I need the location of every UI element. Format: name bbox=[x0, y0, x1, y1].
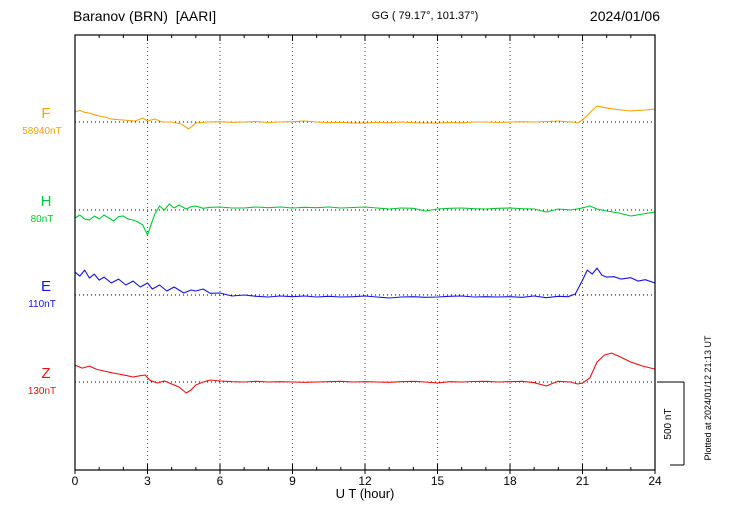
component-baseline-value-F: 58940nT bbox=[22, 126, 62, 137]
x-tick-label: 15 bbox=[431, 474, 445, 488]
x-tick-label: 3 bbox=[144, 474, 151, 488]
component-baseline-value-E: 110nT bbox=[28, 299, 56, 310]
station-title: Baranov (BRN) [AARI] bbox=[73, 8, 217, 24]
plotted-at-note: Plotted at 2024/01/12 21:13 UT bbox=[703, 335, 713, 461]
plot-layers: 0 3 6 9 12 15 18 21 24 bbox=[72, 34, 685, 488]
component-letter-H: H bbox=[40, 193, 52, 210]
x-axis-label: U T (hour) bbox=[335, 486, 395, 501]
plot-border bbox=[74, 34, 656, 471]
trace-F bbox=[74, 105, 656, 130]
component-letter-Z: Z bbox=[41, 365, 51, 382]
x-tick-label: 6 bbox=[217, 474, 224, 488]
component-baseline-value-Z: 130nT bbox=[27, 386, 57, 397]
x-tick-label: 24 bbox=[648, 474, 662, 488]
scale-bar-label: 500 nT bbox=[663, 408, 674, 439]
trace-H bbox=[74, 203, 656, 236]
x-tick-label: 0 bbox=[72, 474, 79, 488]
component-letter-F: F bbox=[41, 105, 51, 122]
component-baseline-value-H: 80nT bbox=[30, 214, 54, 225]
x-tick-label: 21 bbox=[576, 474, 590, 488]
component-letter-E: E bbox=[40, 278, 51, 295]
trace-Z bbox=[74, 352, 656, 394]
observation-date: 2024/01/06 bbox=[589, 8, 660, 24]
x-tick-label: 12 bbox=[358, 474, 372, 488]
trace-E bbox=[74, 267, 656, 299]
x-tick-label: 9 bbox=[289, 474, 296, 488]
geographic-coordinates: GG ( 79.17°, 101.37°) bbox=[371, 10, 479, 22]
x-tick-label: 18 bbox=[503, 474, 517, 488]
